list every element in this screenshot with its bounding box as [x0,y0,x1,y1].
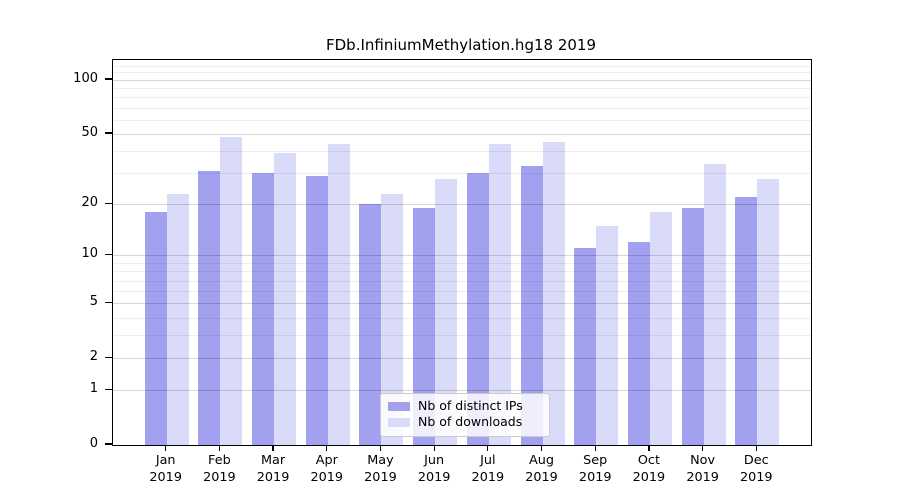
y-tick-mark-20 [105,202,112,204]
y-gridline-10 [113,255,811,257]
legend-swatch-distinct-ips [388,401,410,411]
bar-downloads-nov [703,163,726,445]
y-tick-label-20: 20 [81,195,98,211]
bar-distinct-ips-oct [627,242,650,445]
y-tick-label-0: 0 [89,436,98,451]
y-gridline-6 [113,291,811,293]
bar-downloads-feb [220,137,243,445]
y-tick-label-100: 100 [73,70,98,86]
x-tick-label-dec: Dec 2019 [740,453,773,485]
x-tick-mark-oct [648,445,650,451]
x-tick-mark-jan [165,445,167,451]
x-tick-mark-nov [702,445,704,451]
y-gridline-2 [113,358,811,360]
x-tick-label-may: May 2019 [364,453,397,485]
y-gridline-120 [113,65,811,67]
y-tick-mark-50 [105,132,112,134]
y-tick-label-10: 10 [81,246,98,262]
y-gridline-40 [113,151,811,153]
y-tick-label-1: 1 [89,381,98,397]
bar-downloads-jul [488,143,511,445]
x-tick-mark-feb [218,445,220,451]
y-gridline-100 [113,79,811,81]
y-tick-mark-2 [105,356,112,358]
legend-label-distinct-ips: Nb of distinct IPs [418,398,523,413]
x-tick-mark-apr [326,445,328,451]
y-tick-mark-1 [105,388,112,390]
bar-distinct-ips-feb [198,170,221,445]
bar-distinct-ips-mar [252,173,275,445]
y-gridline-3 [113,335,811,337]
y-gridline-60 [113,119,811,121]
x-tick-label-jun: Jun 2019 [417,453,451,485]
bar-downloads-oct [649,212,672,445]
x-tick-mark-dec [755,445,757,451]
y-gridline-4 [113,317,811,319]
legend-item-downloads: Nb of downloads [388,415,522,429]
x-tick-label-sep: Sep 2019 [578,453,612,485]
bar-distinct-ips-may [359,204,382,445]
bar-downloads-jun [435,178,458,445]
y-gridline-20 [113,204,811,206]
bar-downloads-dec [757,178,780,445]
x-tick-mark-mar [272,445,274,451]
y-tick-label-50: 50 [81,125,98,140]
y-gridline-9 [113,262,811,264]
y-gridline-90 [113,88,811,90]
bar-downloads-apr [327,143,350,445]
x-tick-label-oct: Oct 2019 [632,453,666,485]
y-tick-mark-10 [105,253,112,255]
bar-downloads-mar [274,153,297,445]
bar-downloads-aug [542,142,565,445]
y-gridline-70 [113,107,811,109]
x-tick-label-feb: Feb 2019 [203,453,236,485]
x-tick-label-apr: Apr 2019 [310,453,344,485]
x-tick-label-jan: Jan 2019 [149,453,182,485]
y-gridline-80 [113,97,811,99]
bar-distinct-ips-aug [520,166,543,445]
y-gridline-1 [113,390,811,392]
bar-downloads-sep [596,225,619,445]
y-tick-mark-5 [105,301,112,303]
x-tick-mark-aug [540,445,543,451]
legend-label-downloads: Nb of downloads [418,414,523,429]
bar-downloads-may [381,193,404,445]
bar-distinct-ips-jun [413,208,436,445]
y-gridline-30 [113,173,811,175]
legend: Nb of distinct IPs Nb of downloads [380,393,550,437]
legend-swatch-downloads [388,417,410,427]
bar-downloads-jan [166,193,189,445]
legend-item-distinct-ips: Nb of distinct IPs [388,399,523,413]
x-tick-mark-jul [487,445,489,451]
x-tick-label-aug: Aug 2019 [525,453,558,485]
y-gridline-110 [113,72,811,74]
x-tick-label-mar: Mar 2019 [256,453,290,485]
y-gridline-50 [113,134,811,135]
y-gridline-8 [113,271,811,273]
y-tick-label-2: 2 [89,349,98,365]
x-tick-mark-jun [433,445,435,451]
x-tick-mark-sep [594,445,596,451]
chart-title: FDb.InfiniumMethylation.hg18 2019 [326,36,596,54]
y-gridline-5 [113,303,811,305]
bar-distinct-ips-nov [681,208,704,445]
x-tick-label-jul: Jul 2019 [471,453,505,485]
y-tick-mark-100 [105,78,112,80]
y-gridline-7 [113,280,811,282]
bar-distinct-ips-sep [574,248,597,445]
x-tick-mark-may [379,445,382,451]
y-tick-mark-0 [105,443,112,445]
plot-area: Nb of distinct IPs Nb of downloads [112,59,812,446]
bar-distinct-ips-apr [305,175,328,445]
x-tick-label-nov: Nov 2019 [686,453,719,485]
y-tick-label-5: 5 [89,294,98,310]
bar-distinct-ips-jul [466,173,489,445]
bar-distinct-ips-jan [144,212,167,445]
bar-distinct-ips-dec [735,196,758,445]
